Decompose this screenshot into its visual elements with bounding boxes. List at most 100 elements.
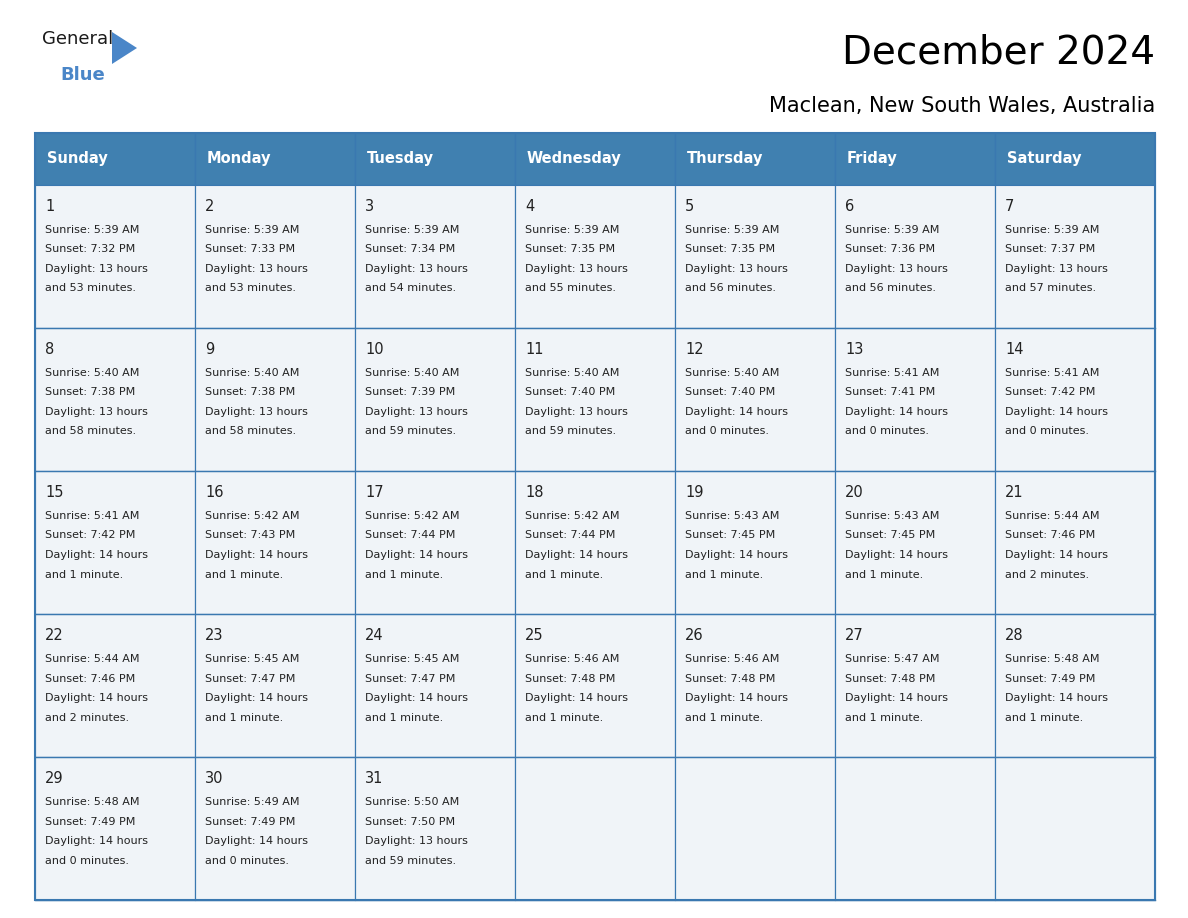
- Text: Sunset: 7:39 PM: Sunset: 7:39 PM: [365, 387, 455, 397]
- Bar: [34, 757, 195, 900]
- Text: Sunrise: 5:40 AM: Sunrise: 5:40 AM: [525, 368, 619, 378]
- Bar: [195, 185, 355, 328]
- Text: and 1 minute.: and 1 minute.: [525, 712, 604, 722]
- Text: and 59 minutes.: and 59 minutes.: [525, 427, 617, 436]
- Text: 22: 22: [45, 628, 64, 643]
- Text: 24: 24: [365, 628, 384, 643]
- Bar: [34, 471, 195, 614]
- Text: and 0 minutes.: and 0 minutes.: [206, 856, 289, 866]
- Bar: [996, 328, 1155, 471]
- Bar: [996, 757, 1155, 900]
- Bar: [355, 614, 516, 757]
- Bar: [675, 471, 835, 614]
- Text: Sunset: 7:35 PM: Sunset: 7:35 PM: [685, 244, 775, 254]
- Text: and 1 minute.: and 1 minute.: [365, 569, 443, 579]
- Text: Sunset: 7:40 PM: Sunset: 7:40 PM: [525, 387, 615, 397]
- Text: 18: 18: [525, 485, 543, 500]
- Bar: [34, 614, 195, 757]
- Polygon shape: [112, 32, 137, 64]
- Bar: [516, 185, 675, 328]
- Bar: [355, 757, 516, 900]
- Text: Daylight: 13 hours: Daylight: 13 hours: [525, 264, 628, 274]
- Text: Sunset: 7:46 PM: Sunset: 7:46 PM: [1005, 531, 1095, 541]
- Text: Sunset: 7:40 PM: Sunset: 7:40 PM: [685, 387, 776, 397]
- Text: Daylight: 14 hours: Daylight: 14 hours: [45, 693, 148, 703]
- Bar: [996, 471, 1155, 614]
- Text: Sunset: 7:45 PM: Sunset: 7:45 PM: [845, 531, 935, 541]
- Text: 29: 29: [45, 771, 64, 786]
- Text: Sunset: 7:45 PM: Sunset: 7:45 PM: [685, 531, 776, 541]
- Bar: [675, 757, 835, 900]
- Text: Daylight: 14 hours: Daylight: 14 hours: [206, 693, 308, 703]
- Text: Daylight: 13 hours: Daylight: 13 hours: [45, 407, 147, 417]
- Text: 28: 28: [1005, 628, 1024, 643]
- Bar: [195, 328, 355, 471]
- Text: Sunset: 7:48 PM: Sunset: 7:48 PM: [685, 674, 776, 684]
- Text: Sunrise: 5:40 AM: Sunrise: 5:40 AM: [365, 368, 460, 378]
- Text: 11: 11: [525, 342, 543, 357]
- Text: and 53 minutes.: and 53 minutes.: [45, 284, 135, 294]
- Text: Daylight: 13 hours: Daylight: 13 hours: [45, 264, 147, 274]
- Text: Sunrise: 5:39 AM: Sunrise: 5:39 AM: [525, 225, 619, 235]
- Text: Sunrise: 5:42 AM: Sunrise: 5:42 AM: [525, 511, 619, 521]
- Text: Daylight: 14 hours: Daylight: 14 hours: [365, 550, 468, 560]
- Text: 25: 25: [525, 628, 544, 643]
- Text: Sunset: 7:47 PM: Sunset: 7:47 PM: [206, 674, 296, 684]
- Bar: [195, 471, 355, 614]
- Text: Sunset: 7:48 PM: Sunset: 7:48 PM: [525, 674, 615, 684]
- Text: Daylight: 14 hours: Daylight: 14 hours: [1005, 693, 1108, 703]
- Bar: [516, 614, 675, 757]
- Bar: [355, 328, 516, 471]
- Text: Daylight: 14 hours: Daylight: 14 hours: [365, 693, 468, 703]
- Text: Saturday: Saturday: [1007, 151, 1081, 166]
- Text: Sunrise: 5:41 AM: Sunrise: 5:41 AM: [1005, 368, 1099, 378]
- Text: Sunrise: 5:50 AM: Sunrise: 5:50 AM: [365, 797, 460, 807]
- Text: 8: 8: [45, 342, 55, 357]
- Bar: [355, 133, 516, 185]
- Text: and 58 minutes.: and 58 minutes.: [45, 427, 137, 436]
- Text: 17: 17: [365, 485, 384, 500]
- Text: Wednesday: Wednesday: [527, 151, 621, 166]
- Bar: [675, 614, 835, 757]
- Text: Daylight: 13 hours: Daylight: 13 hours: [365, 264, 468, 274]
- Bar: [34, 185, 195, 328]
- Text: 20: 20: [845, 485, 864, 500]
- Text: and 53 minutes.: and 53 minutes.: [206, 284, 296, 294]
- Text: and 1 minute.: and 1 minute.: [45, 569, 124, 579]
- Text: Daylight: 14 hours: Daylight: 14 hours: [845, 693, 948, 703]
- Text: 31: 31: [365, 771, 384, 786]
- Text: Sunrise: 5:40 AM: Sunrise: 5:40 AM: [685, 368, 779, 378]
- Text: Sunset: 7:49 PM: Sunset: 7:49 PM: [45, 816, 135, 826]
- Text: and 0 minutes.: and 0 minutes.: [845, 427, 929, 436]
- Text: and 1 minute.: and 1 minute.: [845, 569, 923, 579]
- Text: Sunrise: 5:43 AM: Sunrise: 5:43 AM: [845, 511, 940, 521]
- Bar: [835, 185, 996, 328]
- Bar: [355, 471, 516, 614]
- Text: Sunset: 7:41 PM: Sunset: 7:41 PM: [845, 387, 935, 397]
- Text: Sunrise: 5:40 AM: Sunrise: 5:40 AM: [45, 368, 139, 378]
- Text: Friday: Friday: [847, 151, 898, 166]
- Text: Sunset: 7:42 PM: Sunset: 7:42 PM: [45, 531, 135, 541]
- Text: Daylight: 14 hours: Daylight: 14 hours: [206, 550, 308, 560]
- Text: Sunrise: 5:44 AM: Sunrise: 5:44 AM: [1005, 511, 1100, 521]
- Text: 4: 4: [525, 199, 535, 214]
- Text: Sunset: 7:35 PM: Sunset: 7:35 PM: [525, 244, 615, 254]
- Bar: [675, 328, 835, 471]
- Text: and 55 minutes.: and 55 minutes.: [525, 284, 617, 294]
- Text: Daylight: 14 hours: Daylight: 14 hours: [685, 407, 788, 417]
- Text: 6: 6: [845, 199, 854, 214]
- Text: Sunset: 7:50 PM: Sunset: 7:50 PM: [365, 816, 455, 826]
- Text: and 0 minutes.: and 0 minutes.: [685, 427, 769, 436]
- Text: Sunrise: 5:39 AM: Sunrise: 5:39 AM: [45, 225, 139, 235]
- Bar: [516, 133, 675, 185]
- Text: and 1 minute.: and 1 minute.: [685, 569, 763, 579]
- Text: 30: 30: [206, 771, 223, 786]
- Text: and 58 minutes.: and 58 minutes.: [206, 427, 296, 436]
- Bar: [516, 471, 675, 614]
- Text: and 1 minute.: and 1 minute.: [206, 569, 283, 579]
- Text: 3: 3: [365, 199, 374, 214]
- Text: and 1 minute.: and 1 minute.: [365, 712, 443, 722]
- Text: and 1 minute.: and 1 minute.: [1005, 712, 1083, 722]
- Bar: [195, 133, 355, 185]
- Bar: [34, 133, 1155, 900]
